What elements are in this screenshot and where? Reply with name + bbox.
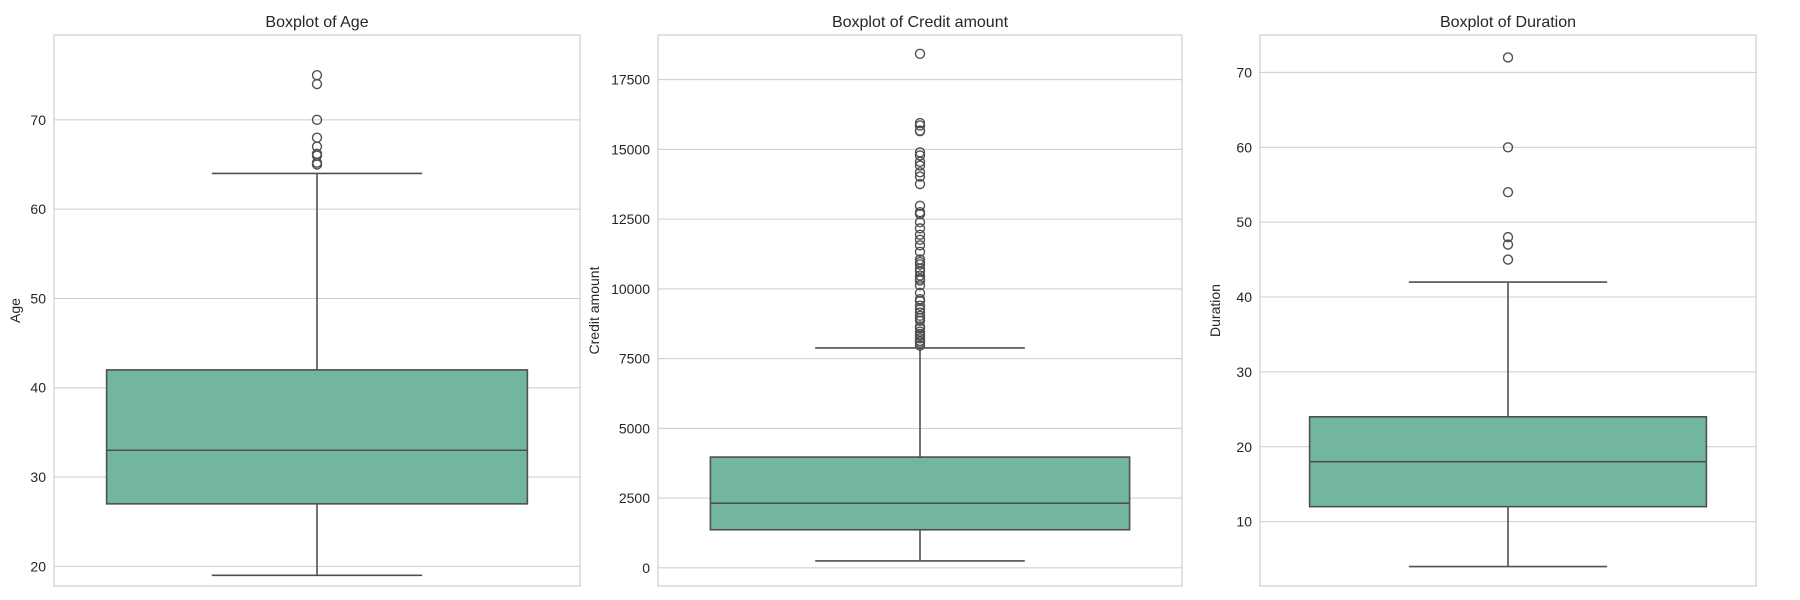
outlier-point — [914, 206, 926, 218]
y-tick-label: 30 — [1236, 364, 1252, 380]
y-axis-label: Credit amount — [586, 266, 602, 354]
outlier-point — [914, 223, 926, 234]
outlier-point — [914, 304, 926, 315]
chart-title: Boxplot of Duration — [1440, 14, 1576, 31]
outlier-point — [1502, 187, 1514, 198]
outlier-point — [914, 280, 926, 291]
outlier-point — [311, 69, 323, 81]
y-tick-label: 20 — [1236, 439, 1252, 455]
y-axis-label: Duration — [1207, 284, 1223, 337]
outlier-point — [914, 246, 926, 258]
y-tick-label: 10 — [1236, 514, 1252, 530]
outlier-point — [1502, 52, 1514, 63]
y-tick-label: 2500 — [619, 490, 650, 506]
outlier-point — [914, 254, 926, 265]
outlier-point — [914, 326, 926, 337]
y-tick-label: 5000 — [619, 420, 650, 436]
outlier-point — [914, 240, 926, 251]
y-tick-label: 50 — [1236, 214, 1252, 230]
outlier-point — [914, 117, 926, 129]
outlier-point — [914, 167, 926, 178]
y-tick-label: 0 — [642, 560, 650, 576]
y-tick-label: 70 — [1236, 64, 1252, 80]
outlier-point — [914, 48, 926, 60]
outlier-point — [1502, 239, 1514, 250]
y-tick-label: 40 — [30, 380, 46, 396]
y-tick-label: 7500 — [619, 351, 650, 367]
outlier-point — [914, 147, 926, 158]
outlier-point — [311, 148, 323, 159]
outlier-point — [914, 294, 926, 305]
outlier-point — [914, 171, 926, 182]
outlier-point — [914, 310, 926, 322]
y-tick-label: 17500 — [611, 72, 650, 88]
y-tick-label: 50 — [30, 290, 46, 306]
outlier-point — [1502, 142, 1514, 153]
box-iqr — [105, 369, 529, 505]
y-tick-label: 15000 — [611, 141, 650, 157]
outlier-point — [914, 340, 926, 351]
box-iqr — [709, 456, 1131, 531]
y-tick-label: 30 — [30, 469, 46, 485]
outlier-point — [311, 132, 323, 143]
outlier-point — [914, 150, 926, 161]
outlier-point — [914, 160, 926, 171]
outlier-point — [914, 270, 926, 281]
outlier-point — [914, 217, 926, 228]
outlier-point — [914, 307, 926, 318]
outlier-point — [1502, 254, 1514, 265]
chart-title: Boxplot of Credit amount — [832, 14, 1009, 31]
outlier-point — [914, 273, 926, 284]
outlier-point — [914, 178, 926, 190]
y-tick-label: 12500 — [611, 211, 650, 227]
y-tick-label: 10000 — [611, 281, 650, 297]
outlier-point — [914, 287, 926, 299]
y-tick-label: 60 — [30, 201, 46, 217]
y-tick-label: 40 — [1236, 289, 1252, 305]
outlier-point — [914, 300, 926, 311]
outlier-point — [311, 114, 323, 126]
outlier-point — [914, 200, 926, 212]
outlier-point — [914, 234, 926, 245]
y-tick-label: 20 — [30, 558, 46, 574]
outlier-point — [1502, 231, 1514, 243]
y-axis-label: Age — [7, 298, 23, 323]
chart-title: Boxplot of Age — [265, 14, 368, 31]
outlier-point — [914, 229, 926, 241]
y-tick-label: 70 — [30, 112, 46, 128]
outlier-point — [914, 125, 926, 136]
y-tick-label: 60 — [1236, 139, 1252, 155]
